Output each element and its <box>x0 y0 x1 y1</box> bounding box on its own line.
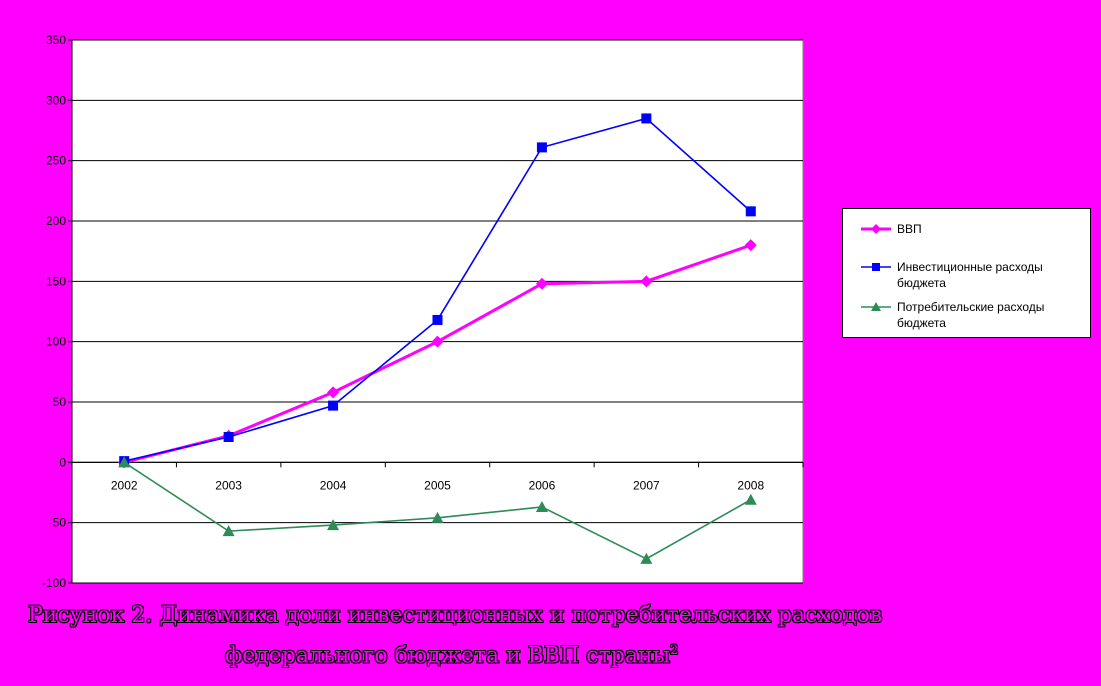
point-consumer-2004 <box>327 519 340 531</box>
point-consumer-2003 <box>222 525 235 537</box>
point-vvp-2004 <box>327 386 340 399</box>
point-invest-2006 <box>536 142 547 153</box>
legend-invest-marker <box>861 263 891 271</box>
y-tick-label-150: 150 <box>46 274 66 288</box>
point-consumer-2002 <box>118 456 131 468</box>
y-tick-label--100: -100 <box>42 576 66 590</box>
point-invest-2007 <box>641 113 652 124</box>
footnote-mark: 2 <box>670 643 679 658</box>
point-invest-2004 <box>328 400 339 411</box>
point-invest-2005 <box>432 314 443 325</box>
legend-vvp-marker <box>861 224 891 234</box>
point-invest-2008 <box>745 206 756 217</box>
point-consumer-2008 <box>744 493 757 505</box>
point-consumer-2007 <box>640 552 653 564</box>
y-tick-label--50: -50 <box>49 516 67 530</box>
point-consumer-2006 <box>535 500 548 512</box>
point-invest-2003 <box>223 431 234 442</box>
x-tick-label-2004: 2004 <box>320 478 347 492</box>
y-tick-label-300: 300 <box>46 93 66 107</box>
legend-consumer-marker <box>861 302 891 311</box>
y-tick-label-250: 250 <box>46 154 66 168</box>
point-vvp-2006 <box>535 277 548 290</box>
legend-label-consumer: Потребительские расходы бюджета <box>897 300 1045 330</box>
x-tick-label-2002: 2002 <box>111 478 138 492</box>
x-tick-label-2005: 2005 <box>424 478 451 492</box>
y-tick-label-350: 350 <box>46 33 66 47</box>
y-tick-label-100: 100 <box>46 335 66 349</box>
legend-label-vvp: ВВП <box>897 222 922 236</box>
figure-caption-line2: федерального бюджета и ВВП страны2 <box>0 643 1101 668</box>
plot-area <box>71 39 804 584</box>
legend-label-invest: Инвестиционные расходы бюджета <box>897 260 1043 290</box>
point-consumer-2005 <box>431 511 444 523</box>
point-vvp-2007 <box>640 275 653 288</box>
y-tick-label-50: 50 <box>53 395 67 409</box>
x-tick-label-2007: 2007 <box>633 478 660 492</box>
point-vvp-2005 <box>431 335 444 348</box>
x-tick-label-2003: 2003 <box>215 478 242 492</box>
point-vvp-2008 <box>744 239 757 252</box>
figure-caption-line2-text: федерального бюджета и ВВП страны <box>225 643 671 669</box>
y-tick-label-0: 0 <box>59 455 66 469</box>
y-tick-label-200: 200 <box>46 214 66 228</box>
x-tick-label-2006: 2006 <box>529 478 556 492</box>
x-tick-label-2008: 2008 <box>737 478 764 492</box>
chart-legend: ВВП Инвестиционные расходы бюджета Потре… <box>842 208 1091 338</box>
figure-caption-line1: Рисунок 2. Динамика доли инвестиционных … <box>28 603 883 628</box>
